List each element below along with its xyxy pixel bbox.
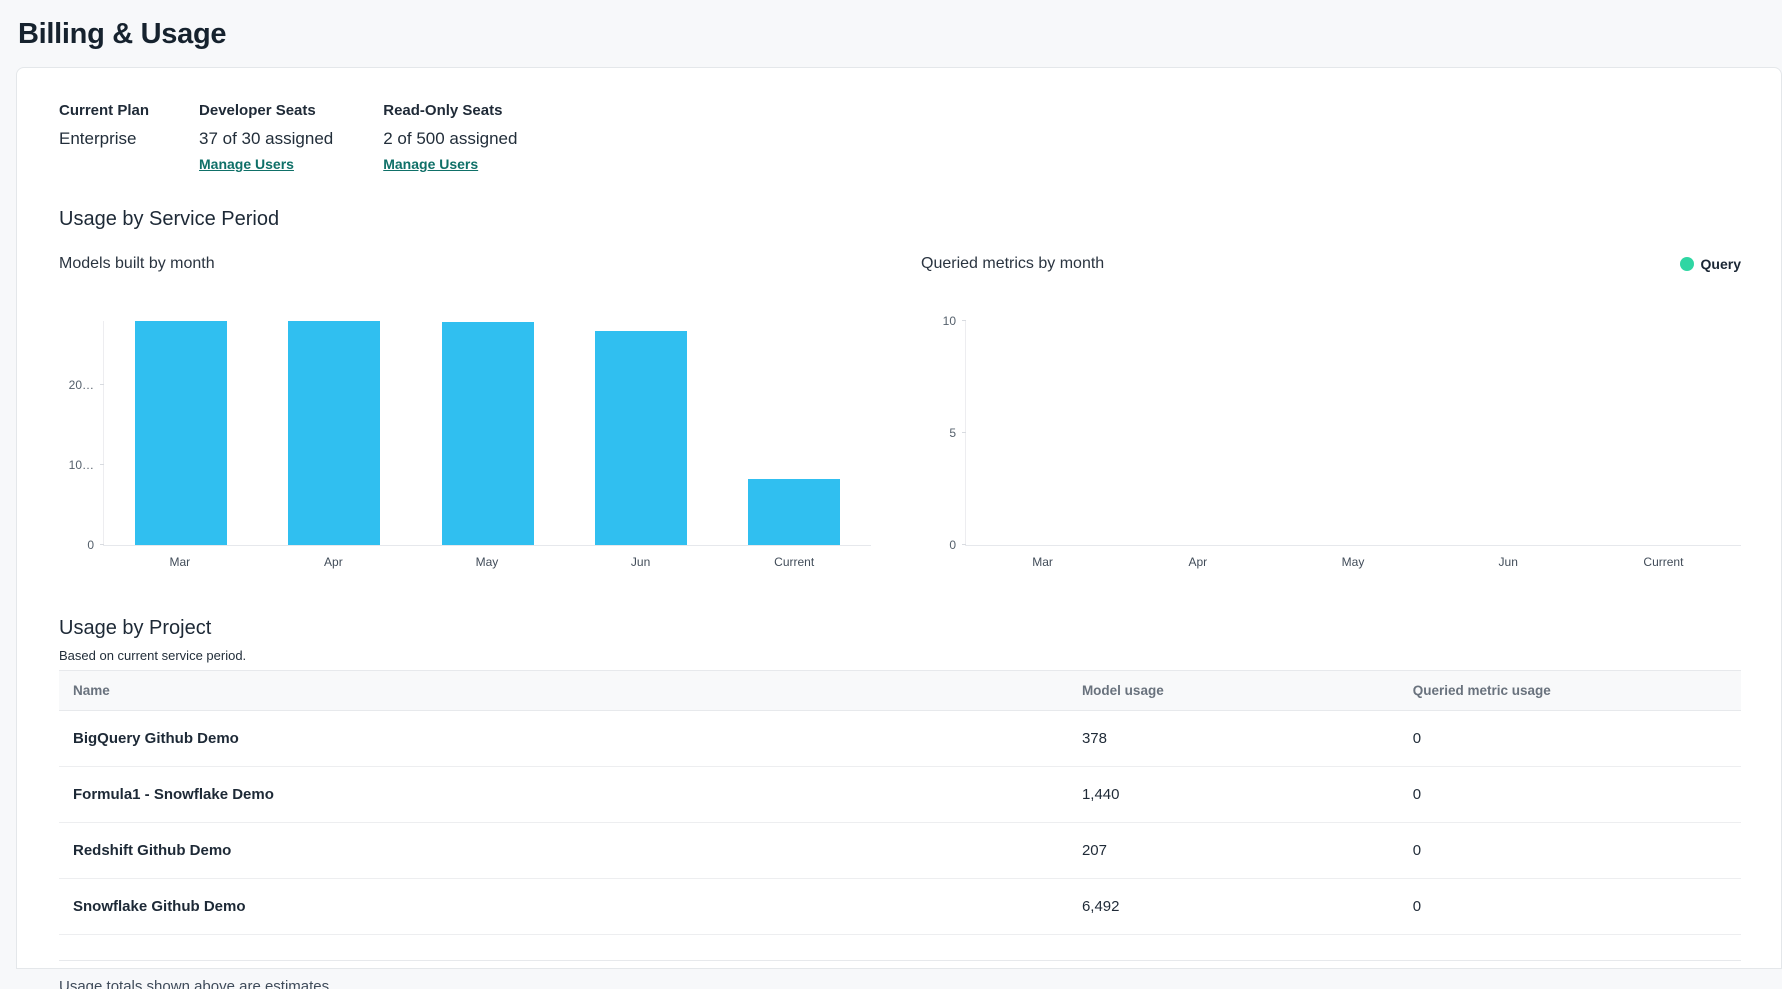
queried-metric-usage-cell: 0 xyxy=(1412,786,1422,803)
bar-slot-jun xyxy=(1431,321,1586,545)
project-name-cell: Redshift Github Demo xyxy=(73,842,232,859)
charts-row: Models built by month 0 10… 20… Mar Apr May J… xyxy=(59,253,1741,569)
queried-metric-usage-cell: 0 xyxy=(1412,730,1422,747)
manage-users-link[interactable]: Manage Users xyxy=(199,156,294,172)
table-body: BigQuery Github Demo 378 0 Formula1 - Snowf… xyxy=(59,711,1741,935)
usage-by-project-subtitle: Based on current service period. xyxy=(59,648,247,663)
bar-slot-current xyxy=(718,321,871,545)
plan-value: Enterprise xyxy=(59,129,137,148)
y-axis-tick-label: 0 xyxy=(87,538,94,552)
plan-summary: Current Plan Enterprise Developer Seats 37 … xyxy=(59,102,1741,174)
legend-query-dot-icon xyxy=(1679,257,1694,271)
plan-label: Current Plan xyxy=(59,102,150,119)
table-row: Snowflake Github Demo 6,492 0 xyxy=(59,879,1741,935)
queried-metrics-plot-area: 0 5 10 xyxy=(943,314,1741,552)
y-axis-tick-label: 20… xyxy=(68,378,94,392)
y-axis-tick-label: 10 xyxy=(942,314,956,328)
bar-slot-may xyxy=(1276,321,1431,545)
bar-slot-current xyxy=(1586,321,1741,545)
plan-label: Read-Only Seats xyxy=(383,102,503,119)
table-row: BigQuery Github Demo 378 0 xyxy=(59,711,1741,767)
section-title-usage-by-project: Usage by Project xyxy=(59,617,212,639)
y-axis-tick-mark xyxy=(962,320,966,321)
plan-value: 37 of 30 assigned xyxy=(199,129,334,148)
y-axis-tick-mark xyxy=(100,544,104,545)
table-header-row: Name Model usage Queried metric usage xyxy=(59,670,1741,711)
queried-metrics-chart: Queried metrics by month Query 0 5 10 Mar A… xyxy=(921,253,1741,569)
manage-users-link[interactable]: Manage Users xyxy=(383,156,479,172)
x-axis-label-current: Current xyxy=(1643,555,1684,569)
table-footer-spacer xyxy=(59,935,1741,961)
project-name-cell: Snowflake Github Demo xyxy=(73,898,246,915)
column-header-model-usage: Model usage xyxy=(1081,683,1164,698)
chart-title-models-built: Models built by month xyxy=(59,255,215,272)
billing-card: Current Plan Enterprise Developer Seats 37 … xyxy=(16,67,1782,989)
models-built-chart: Models built by month 0 10… 20… Mar Apr May J… xyxy=(59,253,871,569)
model-usage-cell: 1,440 xyxy=(1081,786,1120,803)
bar-may xyxy=(441,321,534,545)
x-axis-label-mar: Mar xyxy=(1032,555,1053,569)
x-axis-label-apr: Apr xyxy=(1188,555,1208,569)
plan-label: Developer Seats xyxy=(199,102,316,119)
y-axis-tick-mark xyxy=(100,384,104,385)
y-axis-tick-mark xyxy=(962,432,966,433)
y-axis-tick-label: 0 xyxy=(949,538,956,552)
model-usage-cell: 6,492 xyxy=(1081,898,1120,915)
y-axis-tick-label: 5 xyxy=(949,426,956,440)
x-axis-label-jun: Jun xyxy=(630,555,651,569)
project-name-cell: Formula1 - Snowflake Demo xyxy=(73,786,274,803)
bar-slot-mar xyxy=(966,321,1121,545)
queried-metric-usage-cell: 0 xyxy=(1412,898,1422,915)
legend-query-label: Query xyxy=(1700,256,1741,272)
bar-mar xyxy=(134,321,227,545)
model-usage-cell: 207 xyxy=(1081,842,1107,859)
x-axis-label-jun: Jun xyxy=(1498,555,1518,569)
usage-by-project-section: Usage by Project Based on current servic… xyxy=(59,617,1741,989)
table-row: Redshift Github Demo 207 0 xyxy=(59,823,1741,879)
page-header: Billing & Usage xyxy=(0,0,1782,67)
bar-current xyxy=(748,478,841,545)
bar-slot-may xyxy=(411,321,564,545)
chart-title-queried-metrics: Queried metrics by month xyxy=(921,255,1105,272)
plan-value: 2 of 500 assigned xyxy=(383,129,518,148)
bar-apr xyxy=(288,321,381,545)
y-axis-tick-label: 10… xyxy=(68,458,94,472)
plan-col-read-only-seats: Read-Only Seats 2 of 500 assigned Manage U… xyxy=(383,102,517,174)
x-axis-label-apr: Apr xyxy=(324,555,343,569)
models-built-plot-area: 0 10… 20… xyxy=(69,321,871,552)
bar-jun xyxy=(594,331,687,545)
x-axis-label-may: May xyxy=(1341,555,1365,569)
project-name-cell: BigQuery Github Demo xyxy=(73,730,239,747)
table-row: Formula1 - Snowflake Demo 1,440 0 xyxy=(59,767,1741,823)
column-header-name: Name xyxy=(73,683,110,698)
plan-col-developer-seats: Developer Seats 37 of 30 assigned Manage U… xyxy=(199,102,333,174)
chart-legend: Query xyxy=(1679,256,1741,272)
y-axis-tick-mark xyxy=(962,544,966,545)
x-axis-label-may: May xyxy=(475,555,499,569)
usage-estimates-note: Usage totals shown above are estimates. xyxy=(59,978,334,989)
bar-slot-apr xyxy=(257,321,410,545)
bar-slot-apr xyxy=(1121,321,1276,545)
x-axis-label-current: Current xyxy=(774,555,815,569)
y-axis-tick-mark xyxy=(100,464,104,465)
queried-metric-usage-cell: 0 xyxy=(1412,842,1422,859)
column-header-queried-metric-usage: Queried metric usage xyxy=(1412,683,1551,698)
section-title-service-period: Usage by Service Period xyxy=(59,208,280,230)
plan-col-current-plan: Current Plan Enterprise xyxy=(59,102,149,174)
usage-by-project-table: Name Model usage Queried metric usage Bi… xyxy=(59,670,1741,961)
x-axis-label-mar: Mar xyxy=(169,555,191,569)
page-title: Billing & Usage xyxy=(18,18,227,50)
bar-slot-mar xyxy=(104,321,257,545)
bar-slot-jun xyxy=(564,321,717,545)
model-usage-cell: 378 xyxy=(1081,730,1107,747)
